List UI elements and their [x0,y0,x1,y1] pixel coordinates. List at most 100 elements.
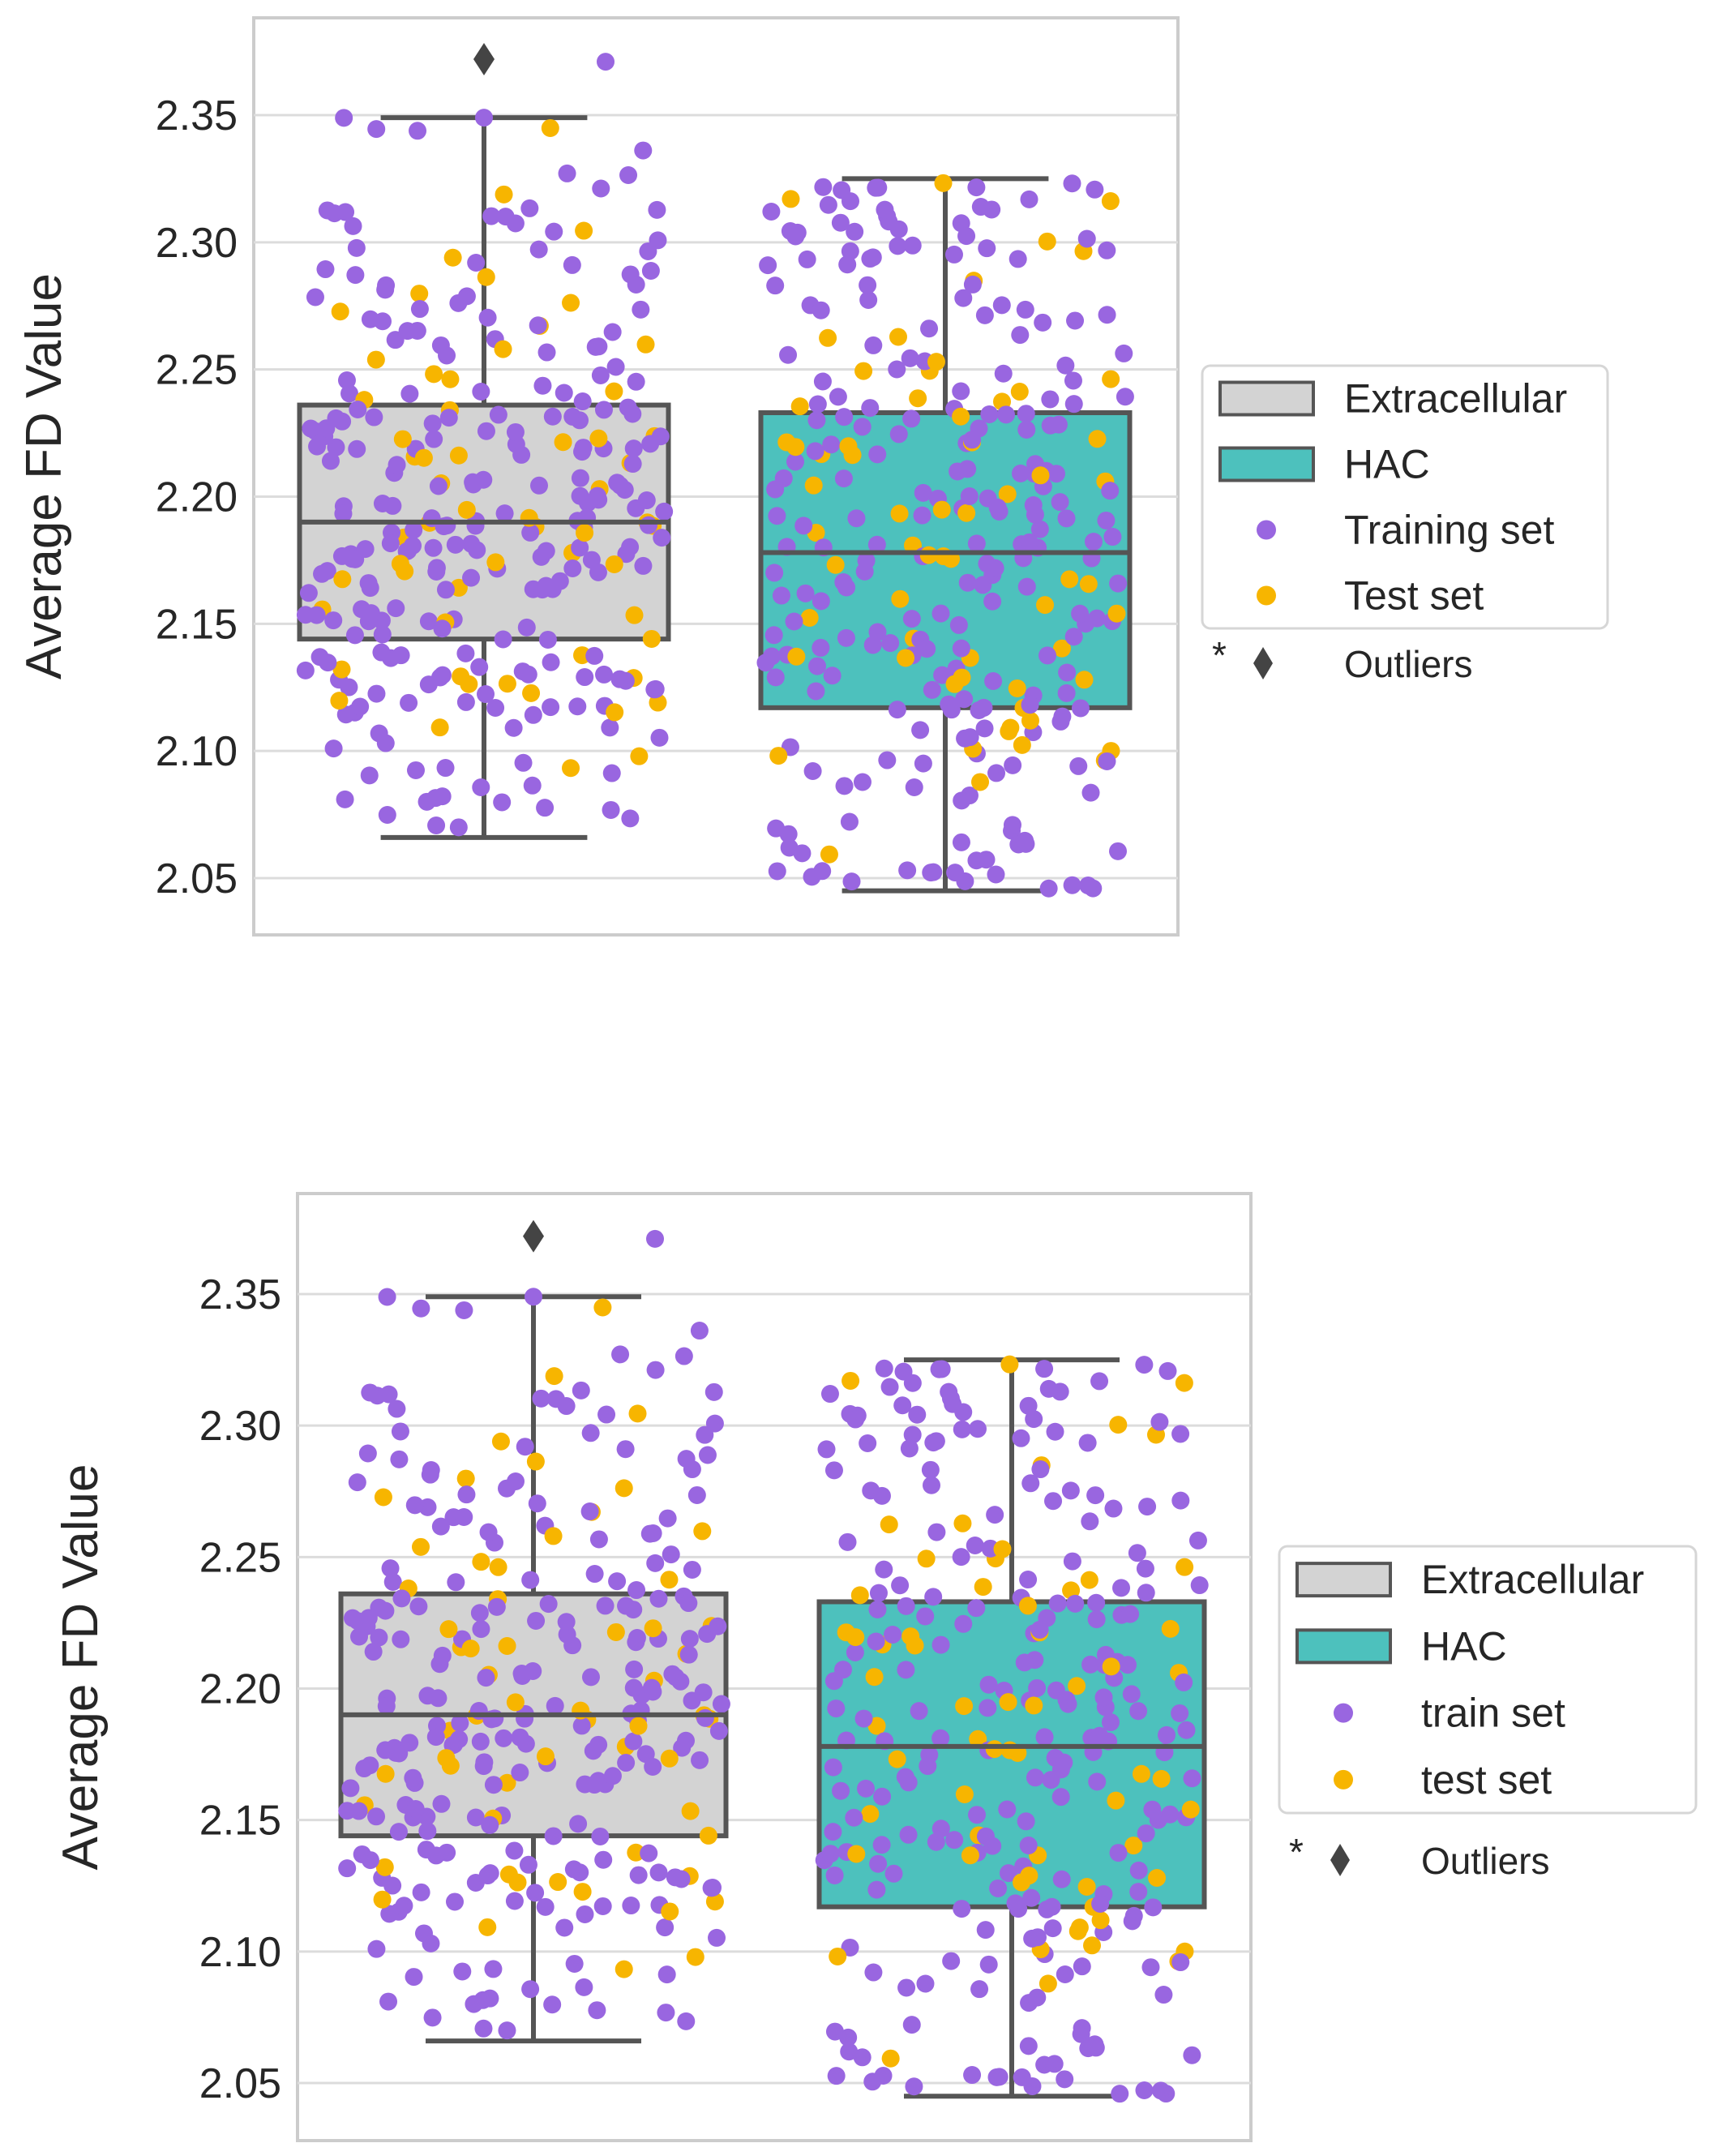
y-axis-label: Average FD Value [16,273,72,679]
outlier-marker [473,42,495,75]
train-point [400,1734,419,1752]
train-point [619,166,638,185]
train-point [899,1773,918,1792]
legend-swatch [1334,1769,1353,1790]
train-point [919,1757,937,1776]
train-point [1086,2035,1104,2054]
train-point [1049,415,1068,434]
train-point [1081,1655,1100,1674]
test-point [628,1404,647,1423]
train-point [429,477,448,495]
train-point [764,626,783,645]
train-point [1056,2070,1074,2089]
train-point [597,1405,616,1424]
train-point [952,1548,970,1567]
train-point [945,1831,964,1850]
train-point [1066,311,1085,330]
train-point [1019,1836,1038,1854]
train-point [321,452,340,470]
train-point [361,1851,379,1870]
train-point [786,452,805,471]
train-point [478,1867,497,1885]
train-point [881,634,900,653]
train-point [591,366,610,384]
test-point [544,1527,563,1545]
train-point [846,222,864,241]
train-point [857,1779,876,1798]
train-point [512,1665,531,1683]
train-point [462,568,481,587]
train-point [641,261,660,280]
test-point [705,1892,724,1911]
train-point [438,516,456,535]
train-point [477,1669,495,1687]
test-point [1148,1868,1167,1887]
train-point [494,630,512,649]
test-point [461,1640,480,1658]
test-point [472,1553,490,1571]
train-point [571,538,589,557]
train-point [475,109,493,127]
train-point [983,592,1002,611]
train-point [1091,1894,1110,1913]
train-point [484,1776,503,1794]
train-point [594,401,613,419]
test-point [625,606,644,624]
train-point [591,1827,610,1845]
test-point [1025,1696,1043,1715]
train-point [931,1820,950,1838]
test-point [333,570,352,589]
test-point [953,668,971,687]
test-point [1021,711,1039,730]
train-point [592,179,610,198]
y-tick-label: 2.05 [156,855,238,902]
test-point [934,174,953,192]
test-point [955,1697,974,1716]
train-point [533,376,552,395]
test-point [1020,1867,1039,1885]
test-point [575,221,593,240]
train-point [1013,2068,1031,2086]
train-point [977,851,996,869]
test-point [1101,192,1120,211]
y-tick-label: 2.10 [156,728,238,775]
train-point [365,408,383,426]
test-point [1083,1936,1102,1955]
train-point [762,647,781,666]
train-point [470,658,489,676]
test-point [425,365,443,384]
train-point [409,122,427,140]
test-point [478,1918,497,1936]
train-point [1128,1544,1146,1562]
train-point [568,697,587,716]
test-point [541,118,559,137]
train-point [691,1751,709,1769]
test-point [953,1514,972,1532]
train-point [627,1629,646,1648]
train-point [486,1709,504,1728]
train-point [433,1646,452,1665]
train-point [876,200,894,219]
train-point [1136,1559,1154,1578]
train-point [847,509,866,528]
train-point [486,698,505,717]
train-point [1151,2081,1170,2100]
test-point [636,335,655,354]
train-point [603,1767,622,1785]
train-point [392,1630,410,1648]
legend-label: test set [1421,1757,1552,1802]
train-point [367,1940,386,1958]
train-point [627,275,645,294]
train-point [457,1485,476,1504]
train-point [1129,1883,1148,1901]
train-point [831,213,850,232]
train-point [543,1995,562,2014]
train-point [899,1825,918,1844]
train-point [379,1992,398,2011]
train-point [372,643,391,662]
train-point [1190,1576,1209,1595]
train-point [367,1807,386,1826]
train-point [338,1802,357,1820]
test-point [536,1747,555,1766]
train-point [616,1440,635,1459]
